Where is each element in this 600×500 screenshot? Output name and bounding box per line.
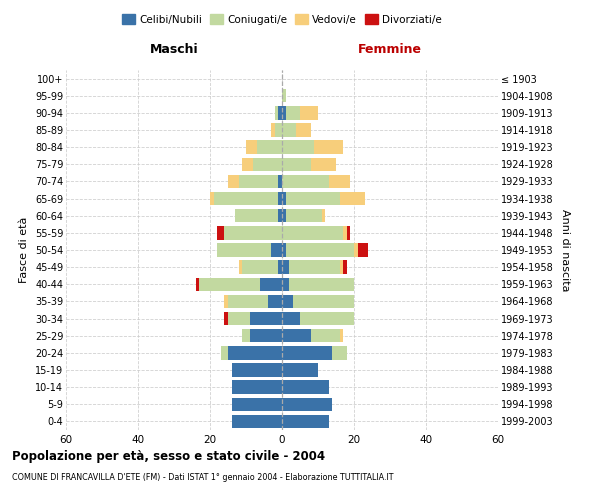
Bar bbox=[260, 278, 282, 291]
Bar bbox=[235, 209, 278, 222]
Bar bbox=[329, 174, 350, 188]
Bar bbox=[296, 124, 311, 136]
Bar bbox=[268, 294, 282, 308]
Bar bbox=[282, 124, 296, 136]
Bar bbox=[311, 329, 340, 342]
Bar bbox=[343, 226, 347, 239]
Bar bbox=[242, 260, 278, 274]
Bar bbox=[340, 329, 343, 342]
Bar bbox=[282, 312, 300, 326]
Bar bbox=[232, 398, 282, 411]
Bar bbox=[271, 244, 282, 256]
Legend: Celibi/Nubili, Coniugati/e, Vedovi/e, Divorziati/e: Celibi/Nubili, Coniugati/e, Vedovi/e, Di… bbox=[118, 10, 446, 29]
Bar bbox=[278, 192, 282, 205]
Bar bbox=[282, 346, 332, 360]
Text: Maschi: Maschi bbox=[149, 44, 199, 57]
Bar bbox=[278, 106, 282, 120]
Text: COMUNE DI FRANCAVILLA D'ETE (FM) - Dati ISTAT 1° gennaio 2004 - Elaborazione TUT: COMUNE DI FRANCAVILLA D'ETE (FM) - Dati … bbox=[12, 472, 394, 482]
Bar bbox=[282, 414, 329, 428]
Bar bbox=[224, 312, 228, 326]
Bar bbox=[289, 278, 354, 291]
Bar bbox=[300, 312, 354, 326]
Bar bbox=[228, 174, 239, 188]
Bar bbox=[239, 260, 242, 274]
Bar bbox=[232, 380, 282, 394]
Bar bbox=[239, 174, 278, 188]
Bar bbox=[340, 260, 343, 274]
Bar bbox=[232, 364, 282, 376]
Bar bbox=[354, 244, 358, 256]
Bar bbox=[282, 226, 343, 239]
Bar bbox=[250, 312, 282, 326]
Bar bbox=[282, 106, 286, 120]
Bar bbox=[257, 140, 282, 154]
Y-axis label: Anni di nascita: Anni di nascita bbox=[560, 209, 570, 291]
Bar bbox=[282, 192, 286, 205]
Bar bbox=[332, 346, 347, 360]
Bar bbox=[293, 294, 354, 308]
Bar bbox=[232, 414, 282, 428]
Bar bbox=[228, 312, 250, 326]
Bar bbox=[282, 140, 314, 154]
Bar bbox=[199, 278, 260, 291]
Bar bbox=[289, 260, 340, 274]
Bar bbox=[246, 140, 257, 154]
Bar bbox=[242, 329, 250, 342]
Bar bbox=[271, 124, 275, 136]
Bar bbox=[282, 380, 329, 394]
Bar bbox=[224, 226, 282, 239]
Bar bbox=[347, 226, 350, 239]
Bar bbox=[282, 260, 289, 274]
Bar bbox=[253, 158, 282, 171]
Bar bbox=[282, 89, 286, 102]
Bar bbox=[221, 346, 228, 360]
Text: Popolazione per età, sesso e stato civile - 2004: Popolazione per età, sesso e stato civil… bbox=[12, 450, 325, 463]
Bar bbox=[275, 106, 278, 120]
Bar bbox=[282, 364, 318, 376]
Bar bbox=[217, 226, 224, 239]
Bar bbox=[278, 260, 282, 274]
Bar bbox=[278, 174, 282, 188]
Bar bbox=[300, 106, 318, 120]
Bar bbox=[358, 244, 368, 256]
Y-axis label: Fasce di età: Fasce di età bbox=[19, 217, 29, 283]
Bar bbox=[278, 209, 282, 222]
Bar bbox=[228, 294, 268, 308]
Bar bbox=[210, 192, 214, 205]
Bar bbox=[322, 209, 325, 222]
Bar bbox=[282, 244, 286, 256]
Bar bbox=[282, 398, 332, 411]
Bar bbox=[286, 209, 322, 222]
Bar bbox=[282, 158, 311, 171]
Bar bbox=[282, 294, 293, 308]
Bar bbox=[275, 124, 282, 136]
Bar bbox=[250, 329, 282, 342]
Text: Femmine: Femmine bbox=[358, 44, 422, 57]
Bar bbox=[282, 174, 329, 188]
Bar bbox=[286, 106, 300, 120]
Bar bbox=[196, 278, 199, 291]
Bar bbox=[286, 192, 340, 205]
Bar bbox=[282, 278, 289, 291]
Bar bbox=[286, 244, 354, 256]
Bar bbox=[214, 192, 278, 205]
Bar bbox=[314, 140, 343, 154]
Bar bbox=[282, 329, 311, 342]
Bar bbox=[224, 294, 228, 308]
Bar bbox=[228, 346, 282, 360]
Bar bbox=[282, 209, 286, 222]
Bar bbox=[340, 192, 365, 205]
Bar bbox=[242, 158, 253, 171]
Bar bbox=[217, 244, 271, 256]
Bar bbox=[343, 260, 347, 274]
Bar bbox=[311, 158, 336, 171]
